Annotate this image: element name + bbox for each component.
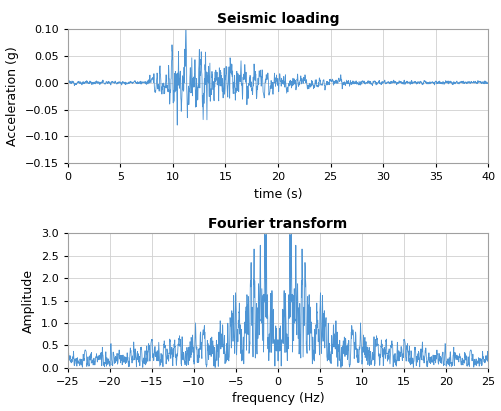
X-axis label: time (s): time (s) (254, 188, 302, 201)
Y-axis label: Amplitude: Amplitude (23, 268, 35, 332)
Y-axis label: Acceleration (g): Acceleration (g) (6, 46, 19, 146)
X-axis label: frequency (Hz): frequency (Hz) (232, 393, 324, 405)
Title: Fourier transform: Fourier transform (208, 217, 348, 231)
Title: Seismic loading: Seismic loading (217, 12, 339, 26)
